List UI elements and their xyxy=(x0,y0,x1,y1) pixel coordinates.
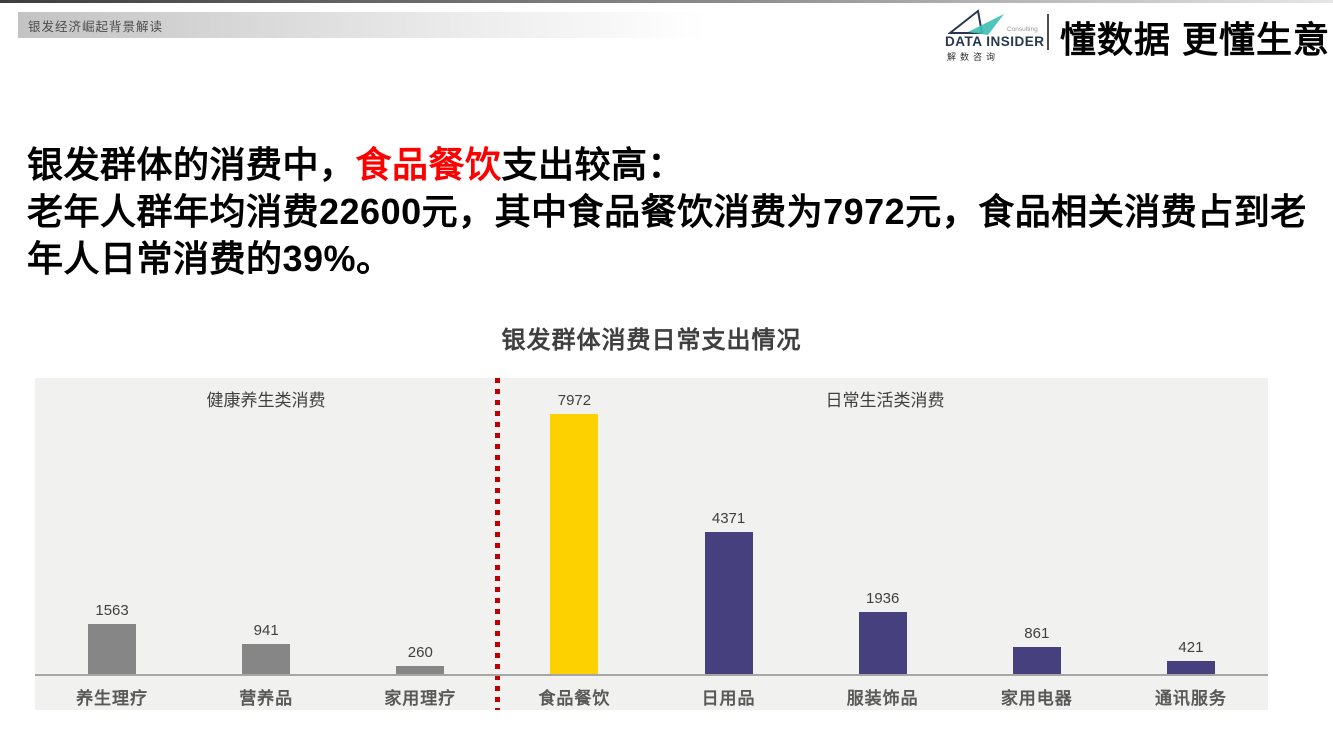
chart-plot-area: 1563 941 260 7972 4371 1936 861 421 xyxy=(35,378,1268,675)
bar-category-label: 食品餐饮 xyxy=(538,689,611,708)
bar-category-label: 家用电器 xyxy=(1000,689,1073,708)
breadcrumb: 银发经济崛起背景解读 xyxy=(18,12,706,38)
chart-title: 银发群体消费日常支出情况 xyxy=(501,327,802,354)
logo-chinese-name: 解数咨询 xyxy=(947,52,1000,62)
bar xyxy=(704,532,753,675)
bar-value-label: 1563 xyxy=(95,602,129,619)
chart-column: 4371 xyxy=(652,378,806,675)
bar-value-label: 4371 xyxy=(711,510,746,527)
chart-column: 421 xyxy=(1114,378,1268,675)
bar xyxy=(88,624,137,675)
bar-value-label: 7972 xyxy=(557,392,592,409)
bar-category-label: 家用理疗 xyxy=(384,689,457,708)
section-label-daily: 日常生活类消费 xyxy=(825,391,945,410)
chart-column: 1936 xyxy=(806,378,960,675)
heading-highlight: 食品餐饮 xyxy=(355,144,502,185)
bar-value-label: 1936 xyxy=(866,590,900,607)
slide-heading: 银发群体的消费中，食品餐饮支出较高： 老年人群年均消费22600元，其中食品餐饮… xyxy=(27,141,1319,282)
bar-value-label: 941 xyxy=(253,622,279,639)
chart-baseline-axis xyxy=(35,674,1268,676)
bar-category-label: 服装饰品 xyxy=(846,689,919,708)
chart-column: 260 xyxy=(343,378,497,675)
bar xyxy=(1166,661,1215,675)
heading-prefix: 银发群体的消费中， xyxy=(27,144,356,185)
breadcrumb-label: 银发经济崛起背景解读 xyxy=(28,19,164,34)
company-logo: DATA INSIDER Consulting 解数咨询 xyxy=(945,7,1045,62)
bar-chart: 健康养生类消费 日常生活类消费 1563 941 260 7972 4371 1936 86… xyxy=(35,378,1268,710)
bar xyxy=(396,666,445,675)
heading-suffix: 支出较高： xyxy=(501,144,685,185)
logo-triangles-icon xyxy=(948,9,1004,35)
chart-column: 1563 xyxy=(35,378,189,675)
bar xyxy=(242,644,291,675)
bar-category-label: 养生理疗 xyxy=(76,689,149,708)
top-accent-strip xyxy=(0,0,1333,3)
logo-text: DATA INSIDER xyxy=(945,34,1045,49)
heading-body: 老年人群年均消费22600元，其中食品餐饮消费为7972元，食品相关消费占到老年… xyxy=(27,191,1307,279)
brand-divider xyxy=(1047,14,1049,50)
bar-category-label: 营养品 xyxy=(239,689,294,708)
section-divider-dotted-line xyxy=(495,378,500,710)
bar-value-label: 260 xyxy=(407,644,433,661)
chart-column: 941 xyxy=(189,378,343,675)
bar-category-label: 日用品 xyxy=(701,689,756,708)
chart-column: 7972 xyxy=(497,378,651,675)
section-label-health: 健康养生类消费 xyxy=(206,391,326,410)
logo-subtext: Consulting xyxy=(1007,26,1038,33)
bar xyxy=(858,612,907,675)
brand-slogan: 懂数据 更懂生意 xyxy=(1060,19,1331,60)
chart-category-axis: 养生理疗 营养品 家用理疗 食品餐饮 日用品 服装饰品 家用电器 通讯服务 xyxy=(35,684,1268,709)
chart-column: 861 xyxy=(960,378,1114,675)
bar-value-label: 421 xyxy=(1178,639,1204,656)
bar-value-label: 861 xyxy=(1024,625,1050,642)
bar-category-label: 通讯服务 xyxy=(1154,689,1227,708)
bar xyxy=(550,414,599,675)
bar xyxy=(1012,647,1061,675)
